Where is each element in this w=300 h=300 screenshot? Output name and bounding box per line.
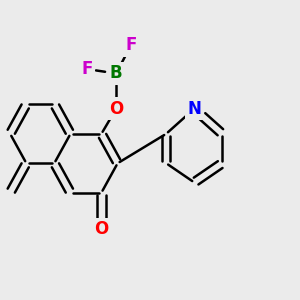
Text: F: F [81, 60, 92, 78]
Text: B: B [110, 64, 122, 82]
Text: F: F [125, 37, 136, 55]
Text: O: O [109, 100, 123, 118]
Text: O: O [94, 220, 109, 238]
Text: N: N [187, 100, 201, 118]
